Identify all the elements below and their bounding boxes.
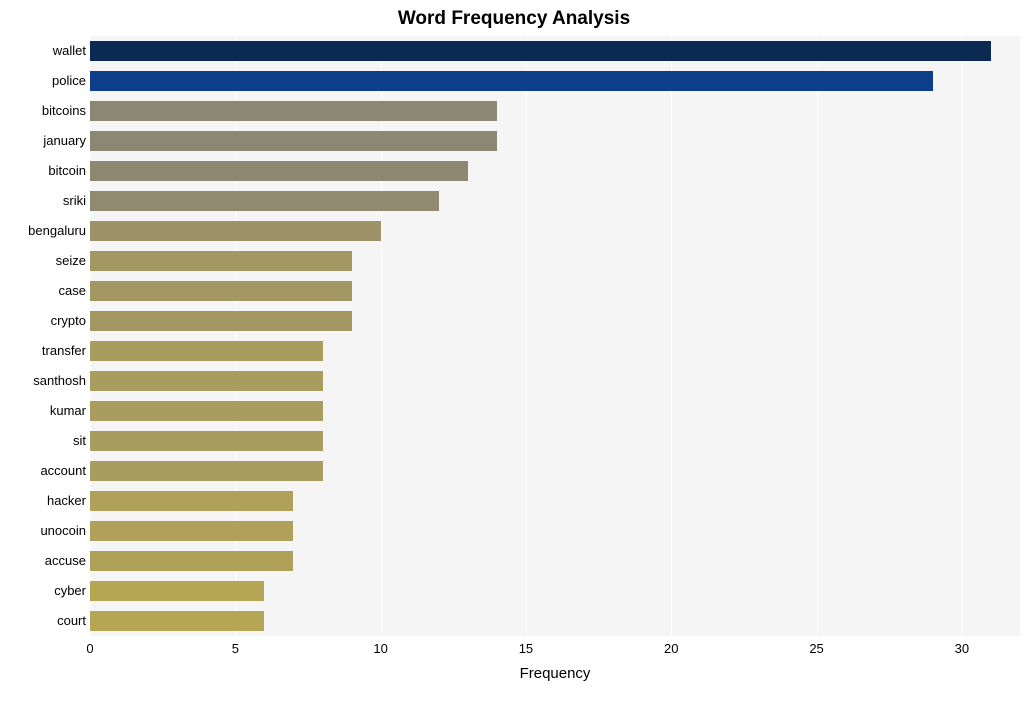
y-tick-label: bitcoin xyxy=(6,162,86,180)
y-tick-label: hacker xyxy=(6,492,86,510)
y-tick-label: accuse xyxy=(6,552,86,570)
x-tick-label: 5 xyxy=(232,641,239,656)
y-tick-label: unocoin xyxy=(6,522,86,540)
bar xyxy=(90,431,323,450)
x-tick-label: 0 xyxy=(86,641,93,656)
y-tick-label: santhosh xyxy=(6,372,86,390)
bar xyxy=(90,281,352,300)
plot-area xyxy=(90,36,1020,636)
y-tick-label: bengaluru xyxy=(6,222,86,240)
y-tick-label: kumar xyxy=(6,402,86,420)
y-tick-label: january xyxy=(6,132,86,150)
bar xyxy=(90,461,323,480)
bar xyxy=(90,311,352,330)
bar xyxy=(90,251,352,270)
y-tick-label: court xyxy=(6,612,86,630)
y-tick-label: police xyxy=(6,72,86,90)
y-tick-label: transfer xyxy=(6,342,86,360)
bar xyxy=(90,581,264,600)
y-tick-label: sit xyxy=(6,432,86,450)
x-axis-label: Frequency xyxy=(90,665,1020,682)
bar xyxy=(90,491,293,510)
bar xyxy=(90,191,439,210)
y-tick-label: case xyxy=(6,282,86,300)
bar xyxy=(90,611,264,630)
bar xyxy=(90,131,497,150)
y-tick-label: sriki xyxy=(6,192,86,210)
bar xyxy=(90,521,293,540)
gridline xyxy=(526,36,527,636)
x-tick-label: 20 xyxy=(664,641,678,656)
bar xyxy=(90,221,381,240)
gridline xyxy=(235,36,236,636)
bar xyxy=(90,101,497,120)
y-tick-label: account xyxy=(6,462,86,480)
bar xyxy=(90,401,323,420)
gridline xyxy=(817,36,818,636)
bar xyxy=(90,371,323,390)
bar xyxy=(90,71,933,90)
y-tick-label: crypto xyxy=(6,312,86,330)
gridline xyxy=(671,36,672,636)
y-tick-label: wallet xyxy=(6,42,86,60)
gridline xyxy=(90,36,91,636)
y-tick-label: bitcoins xyxy=(6,102,86,120)
y-tick-label: seize xyxy=(6,252,86,270)
gridline xyxy=(381,36,382,636)
chart-title: Word Frequency Analysis xyxy=(0,0,1028,36)
x-tick-label: 10 xyxy=(373,641,387,656)
bar xyxy=(90,341,323,360)
bar xyxy=(90,161,468,180)
y-tick-label: cyber xyxy=(6,582,86,600)
x-tick-label: 25 xyxy=(809,641,823,656)
x-tick-label: 15 xyxy=(519,641,533,656)
bar xyxy=(90,41,991,60)
bar xyxy=(90,551,293,570)
gridline xyxy=(962,36,963,636)
x-tick-label: 30 xyxy=(955,641,969,656)
word-frequency-chart: Word Frequency Analysis Frequency 0 5 10 15… xyxy=(0,0,1028,701)
